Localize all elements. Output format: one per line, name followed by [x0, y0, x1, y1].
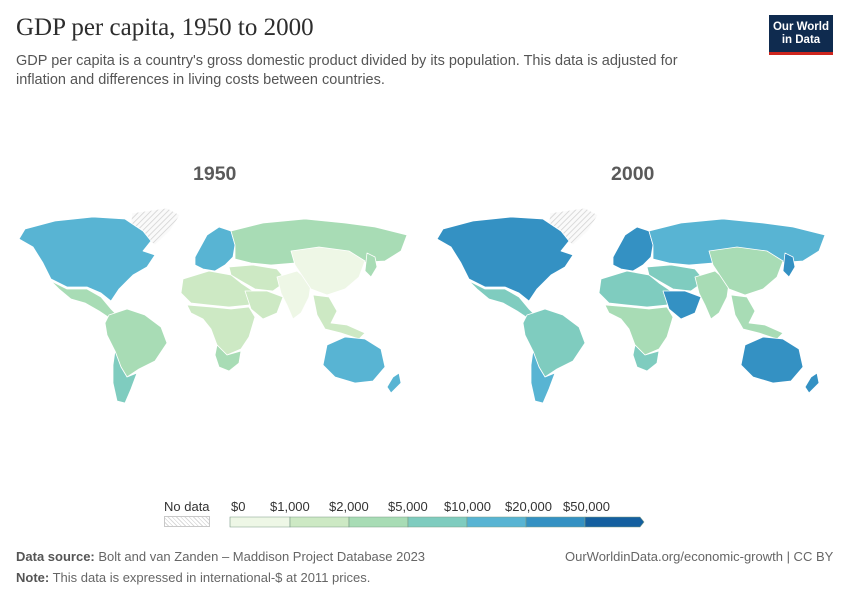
legend-bin-4[interactable]: [466, 516, 527, 528]
region-southeast-asia-1950[interactable]: [312, 294, 366, 340]
legend-bin-0[interactable]: [229, 516, 291, 528]
world-map-1950[interactable]: [15, 205, 420, 410]
page-subtitle: GDP per capita is a country's gross dome…: [16, 53, 678, 88]
region-australia-2000[interactable]: [740, 336, 804, 384]
map-label-1950: 1950: [193, 163, 237, 185]
region-arabia-2000[interactable]: [662, 290, 702, 320]
footer-url-link[interactable]: OurWorldinData.org/economic-growth | CC …: [565, 549, 834, 564]
legend-no-data-swatch[interactable]: [164, 516, 210, 527]
region-sub-saharan-africa-1950[interactable]: [186, 304, 256, 356]
region-north-africa-1950[interactable]: [180, 270, 254, 308]
region-middle-east-1950[interactable]: [228, 264, 288, 292]
logo-line-1: Our World: [772, 21, 829, 33]
legend-tick-2: $2,000: [329, 499, 369, 514]
legend-no-data-label: No data: [164, 499, 210, 514]
region-new-zealand-1950[interactable]: [386, 372, 402, 394]
legend-bin-6[interactable]: [584, 516, 645, 528]
region-middle-east-2000[interactable]: [646, 264, 706, 292]
region-southern-cone-1950[interactable]: [112, 350, 138, 404]
region-north-america-2000[interactable]: [436, 216, 574, 302]
logo-line-2: in Data: [781, 33, 821, 46]
region-north-africa-2000[interactable]: [598, 270, 672, 308]
source-label: Data source:: [16, 549, 95, 564]
region-south-america-2000[interactable]: [522, 308, 586, 378]
region-japan-1950[interactable]: [364, 252, 378, 278]
region-southeast-asia-2000[interactable]: [730, 294, 784, 340]
region-north-america-1950[interactable]: [18, 216, 156, 302]
region-new-zealand-2000[interactable]: [804, 372, 820, 394]
legend-tick-1: $1,000: [270, 499, 310, 514]
legend-tick-0: $0: [231, 499, 246, 514]
legend-bin-2[interactable]: [348, 516, 409, 528]
region-south-africa-2000[interactable]: [632, 344, 660, 372]
region-western-europe-1950[interactable]: [194, 226, 236, 272]
region-japan-2000[interactable]: [782, 252, 796, 278]
note-label: Note:: [16, 570, 50, 585]
region-australia-1950[interactable]: [322, 336, 386, 384]
region-western-europe-2000[interactable]: [612, 226, 654, 272]
note-text: This data is expressed in international-…: [52, 570, 371, 585]
page-title: GDP per capita, 1950 to 2000: [16, 14, 314, 41]
owid-logo[interactable]: Our World in Data: [769, 15, 833, 55]
region-sub-saharan-africa-2000[interactable]: [604, 304, 674, 356]
footer-note: Note: This data is expressed in internat…: [16, 570, 370, 585]
legend-bin-5[interactable]: [525, 516, 586, 528]
legend-tick-4: $10,000: [444, 499, 491, 514]
legend-tick-6: $50,000: [563, 499, 610, 514]
legend-color-scale[interactable]: [228, 514, 648, 530]
region-southern-cone-2000[interactable]: [530, 350, 556, 404]
region-arabia-1950[interactable]: [244, 290, 284, 320]
region-south-africa-1950[interactable]: [214, 344, 242, 372]
region-china-2000[interactable]: [708, 246, 784, 296]
footer-source: Data source: Bolt and van Zanden – Maddi…: [16, 549, 425, 564]
legend-tick-3: $5,000: [388, 499, 428, 514]
source-text: Bolt and van Zanden – Maddison Project D…: [98, 549, 426, 564]
region-china-1950[interactable]: [290, 246, 366, 296]
legend-tick-5: $20,000: [505, 499, 552, 514]
legend-bin-1[interactable]: [289, 516, 350, 528]
region-south-america-1950[interactable]: [104, 308, 168, 378]
map-label-2000: 2000: [611, 163, 655, 185]
legend-bin-3[interactable]: [407, 516, 468, 528]
world-map-2000[interactable]: [433, 205, 838, 410]
